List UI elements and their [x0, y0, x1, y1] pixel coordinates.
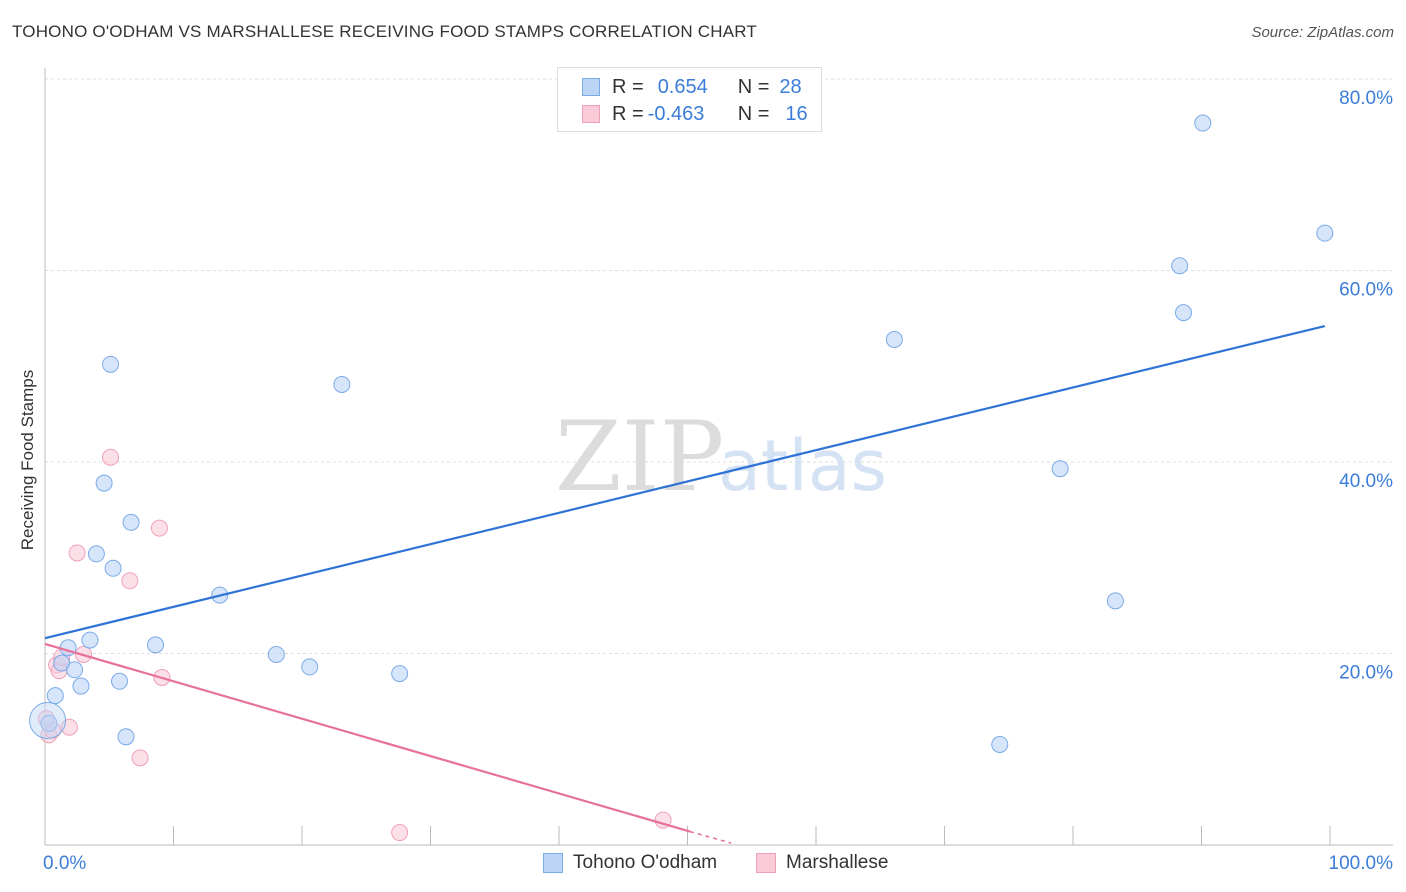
tohono-point — [885, 330, 903, 348]
tohono-point — [1175, 304, 1193, 322]
marshallese-trendline-extension — [689, 830, 732, 844]
tohono-point-large — [29, 702, 67, 740]
series-legend-marshallese: Marshallese — [756, 852, 888, 874]
tohono-point — [111, 672, 129, 690]
y-tick-label: 80.0% — [1339, 88, 1393, 109]
y-tick-label: 20.0% — [1339, 663, 1393, 684]
tick-labels: 20.0% 40.0% 60.0% 80.0% 0.0% 100.0% — [43, 88, 1393, 874]
marshallese-point — [150, 519, 168, 537]
watermark: ZIP atlas — [555, 401, 887, 513]
tohono-point — [104, 559, 122, 577]
tohono-point — [333, 375, 351, 393]
legend-n-label: N = — [737, 102, 770, 125]
legend-n-value: 16 — [785, 102, 808, 125]
marshallese-trendline — [44, 642, 691, 833]
marshallese-point — [391, 824, 409, 842]
series-name-marshallese: Marshallese — [786, 852, 889, 873]
tohono-point — [147, 636, 165, 654]
marshallese-point — [102, 448, 120, 466]
tohono-point — [87, 545, 105, 563]
chart-title: TOHONO O'ODHAM VS MARSHALLESE RECEIVING … — [12, 22, 758, 41]
gridlines — [45, 78, 1393, 654]
legend-row-tohono: R = 0.654 N = 28 — [582, 75, 802, 99]
source-label: Source: ZipAtlas.com — [1251, 24, 1394, 41]
x-tick-label: 100.0% — [1329, 853, 1394, 874]
tohono-point — [117, 728, 135, 746]
tohono-points — [29, 114, 1334, 753]
trendlines — [44, 324, 1326, 844]
legend-swatch-tohono — [582, 78, 600, 96]
y-tick-label: 60.0% — [1339, 280, 1393, 301]
tohono-point — [40, 714, 58, 732]
tohono-point — [1051, 460, 1069, 478]
y-tick-label: 40.0% — [1339, 471, 1393, 492]
tohono-point — [1194, 114, 1212, 132]
tohono-point — [1171, 257, 1189, 275]
correlation-legend: R = 0.654 N = 28 R = -0.463 N = 16 — [557, 67, 822, 132]
tohono-point — [991, 735, 1009, 753]
tohono-point — [1106, 592, 1124, 610]
marshallese-point — [131, 749, 149, 767]
axes — [44, 68, 1393, 846]
legend-r-value: 0.654 — [657, 75, 708, 98]
tohono-point — [1316, 224, 1334, 242]
x-tick-label: 0.0% — [43, 853, 86, 874]
tohono-point — [102, 355, 120, 373]
legend-row-marshallese: R = -0.463 N = 16 — [582, 102, 808, 126]
legend-n-value: 28 — [779, 75, 802, 98]
watermark-atlas: atlas — [718, 425, 887, 507]
tohono-point — [122, 513, 140, 531]
tohono-point — [95, 474, 113, 492]
legend-swatch-marshallese — [582, 105, 600, 123]
tohono-point — [301, 658, 319, 676]
marshallese-point — [121, 572, 139, 590]
tohono-point — [391, 665, 409, 683]
tohono-point — [72, 677, 90, 695]
series-name-tohono: Tohono O'odham — [573, 852, 718, 873]
watermark-zip: ZIP — [555, 401, 724, 513]
legend-r-value: -0.463 — [647, 102, 705, 125]
tohono-trendline — [44, 324, 1326, 640]
series-swatch-marshallese — [756, 853, 776, 873]
tohono-point — [81, 631, 99, 649]
tohono-point — [46, 687, 64, 705]
legend-r-label: R = — [612, 75, 644, 98]
legend-n-label: N = — [737, 75, 770, 98]
tohono-point — [267, 645, 285, 663]
series-legend-tohono: Tohono O'odham — [543, 852, 717, 874]
tohono-point — [66, 661, 84, 679]
series-swatch-tohono — [543, 853, 563, 873]
marshallese-point — [68, 544, 86, 562]
legend-r-label: R = — [612, 102, 644, 125]
